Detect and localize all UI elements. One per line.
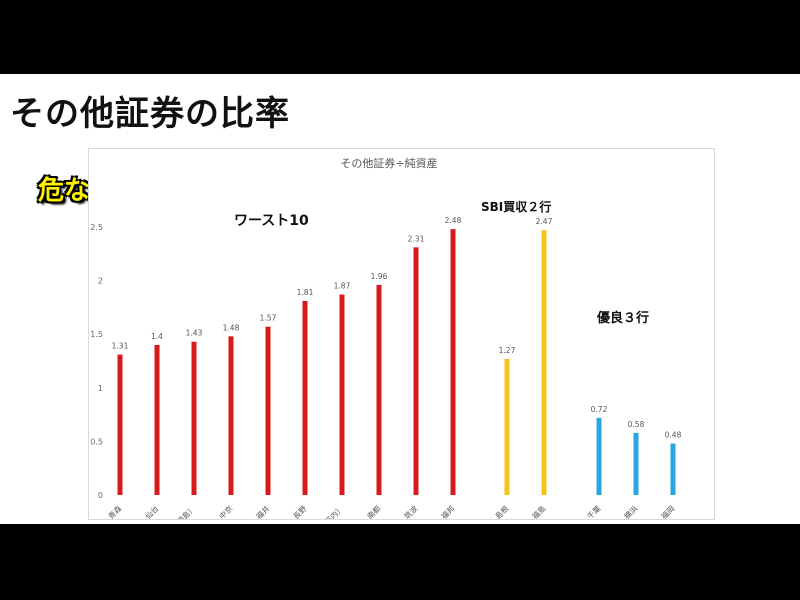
data-label: 1.96 <box>371 272 388 281</box>
bar <box>265 326 271 495</box>
group-heading: 優良３行 <box>596 310 649 326</box>
data-label: 1.31 <box>112 342 129 351</box>
bar <box>450 229 456 496</box>
y-tick-label: 1 <box>98 384 103 393</box>
data-label: 1.57 <box>260 314 277 323</box>
y-tick-label: 2.5 <box>90 223 103 232</box>
data-label: 1.27 <box>499 346 516 355</box>
data-label: 2.48 <box>445 216 462 225</box>
y-tick-label: 0.5 <box>90 437 103 446</box>
category-label: 長野 <box>291 504 308 519</box>
data-label: 0.48 <box>665 431 682 440</box>
bar <box>339 294 345 495</box>
data-label: 1.87 <box>334 282 351 291</box>
category-label: 仙台 <box>143 503 161 519</box>
bar <box>413 247 419 495</box>
group-heading: SBI買収２行 <box>481 199 551 214</box>
slide: その他証券の比率 危ない地銀 その他証券÷純資産 00.511.522.5ワース… <box>0 74 800 524</box>
slide-title: その他証券の比率 <box>10 94 290 134</box>
bar <box>633 432 639 495</box>
data-label: 0.58 <box>628 420 645 429</box>
data-label: 1.48 <box>223 323 240 332</box>
bar <box>191 341 197 495</box>
data-label: 0.72 <box>591 405 608 414</box>
category-label: ﾌｨﾃﾞｱHD（北都・荘内） <box>280 503 346 519</box>
group-heading: ワースト10 <box>234 213 309 229</box>
bar <box>154 344 160 495</box>
category-label: 福井 <box>254 503 272 519</box>
bar <box>228 336 234 495</box>
category-label: 福邦 <box>439 503 457 519</box>
y-tick-label: 2 <box>98 277 103 286</box>
bar-chart: その他証券÷純資産 0 0.5 1 1.5 2 2.5 ワースト10 1.31 青森 1.4 仙台 1… <box>90 156 682 519</box>
data-label: 2.47 <box>536 217 553 226</box>
y-tick-label: 0 <box>98 491 103 500</box>
category-label: 筑波 <box>402 503 420 519</box>
category-label: 福岡 <box>659 504 676 519</box>
category-label: 島根 <box>493 503 511 519</box>
category-label: 福島 <box>530 503 548 519</box>
data-label: 1.81 <box>297 288 314 297</box>
category-label: 大東（福島） <box>159 503 198 519</box>
data-label: 2.31 <box>408 234 425 243</box>
category-label: 中京 <box>217 503 235 519</box>
category-label: 青森 <box>106 503 124 519</box>
y-tick-label: 1.5 <box>90 330 103 339</box>
bar <box>504 358 510 495</box>
chart-title: その他証券÷純資産 <box>340 156 437 170</box>
bar <box>541 230 547 495</box>
chart-frame: その他証券÷純資産 0 0.5 1 1.5 2 2.5 ワースト10 1.31 青森 1.4 仙台 1… <box>88 148 715 520</box>
category-label: 千葉 <box>585 503 603 519</box>
bar <box>670 443 676 495</box>
bar <box>117 354 123 495</box>
category-label: 南都 <box>365 503 383 519</box>
bar <box>376 284 382 495</box>
category-label: 横浜 <box>622 503 640 519</box>
bar <box>596 417 602 495</box>
data-label: 1.43 <box>186 329 203 338</box>
bar <box>302 300 308 495</box>
data-label: 1.4 <box>151 332 163 341</box>
